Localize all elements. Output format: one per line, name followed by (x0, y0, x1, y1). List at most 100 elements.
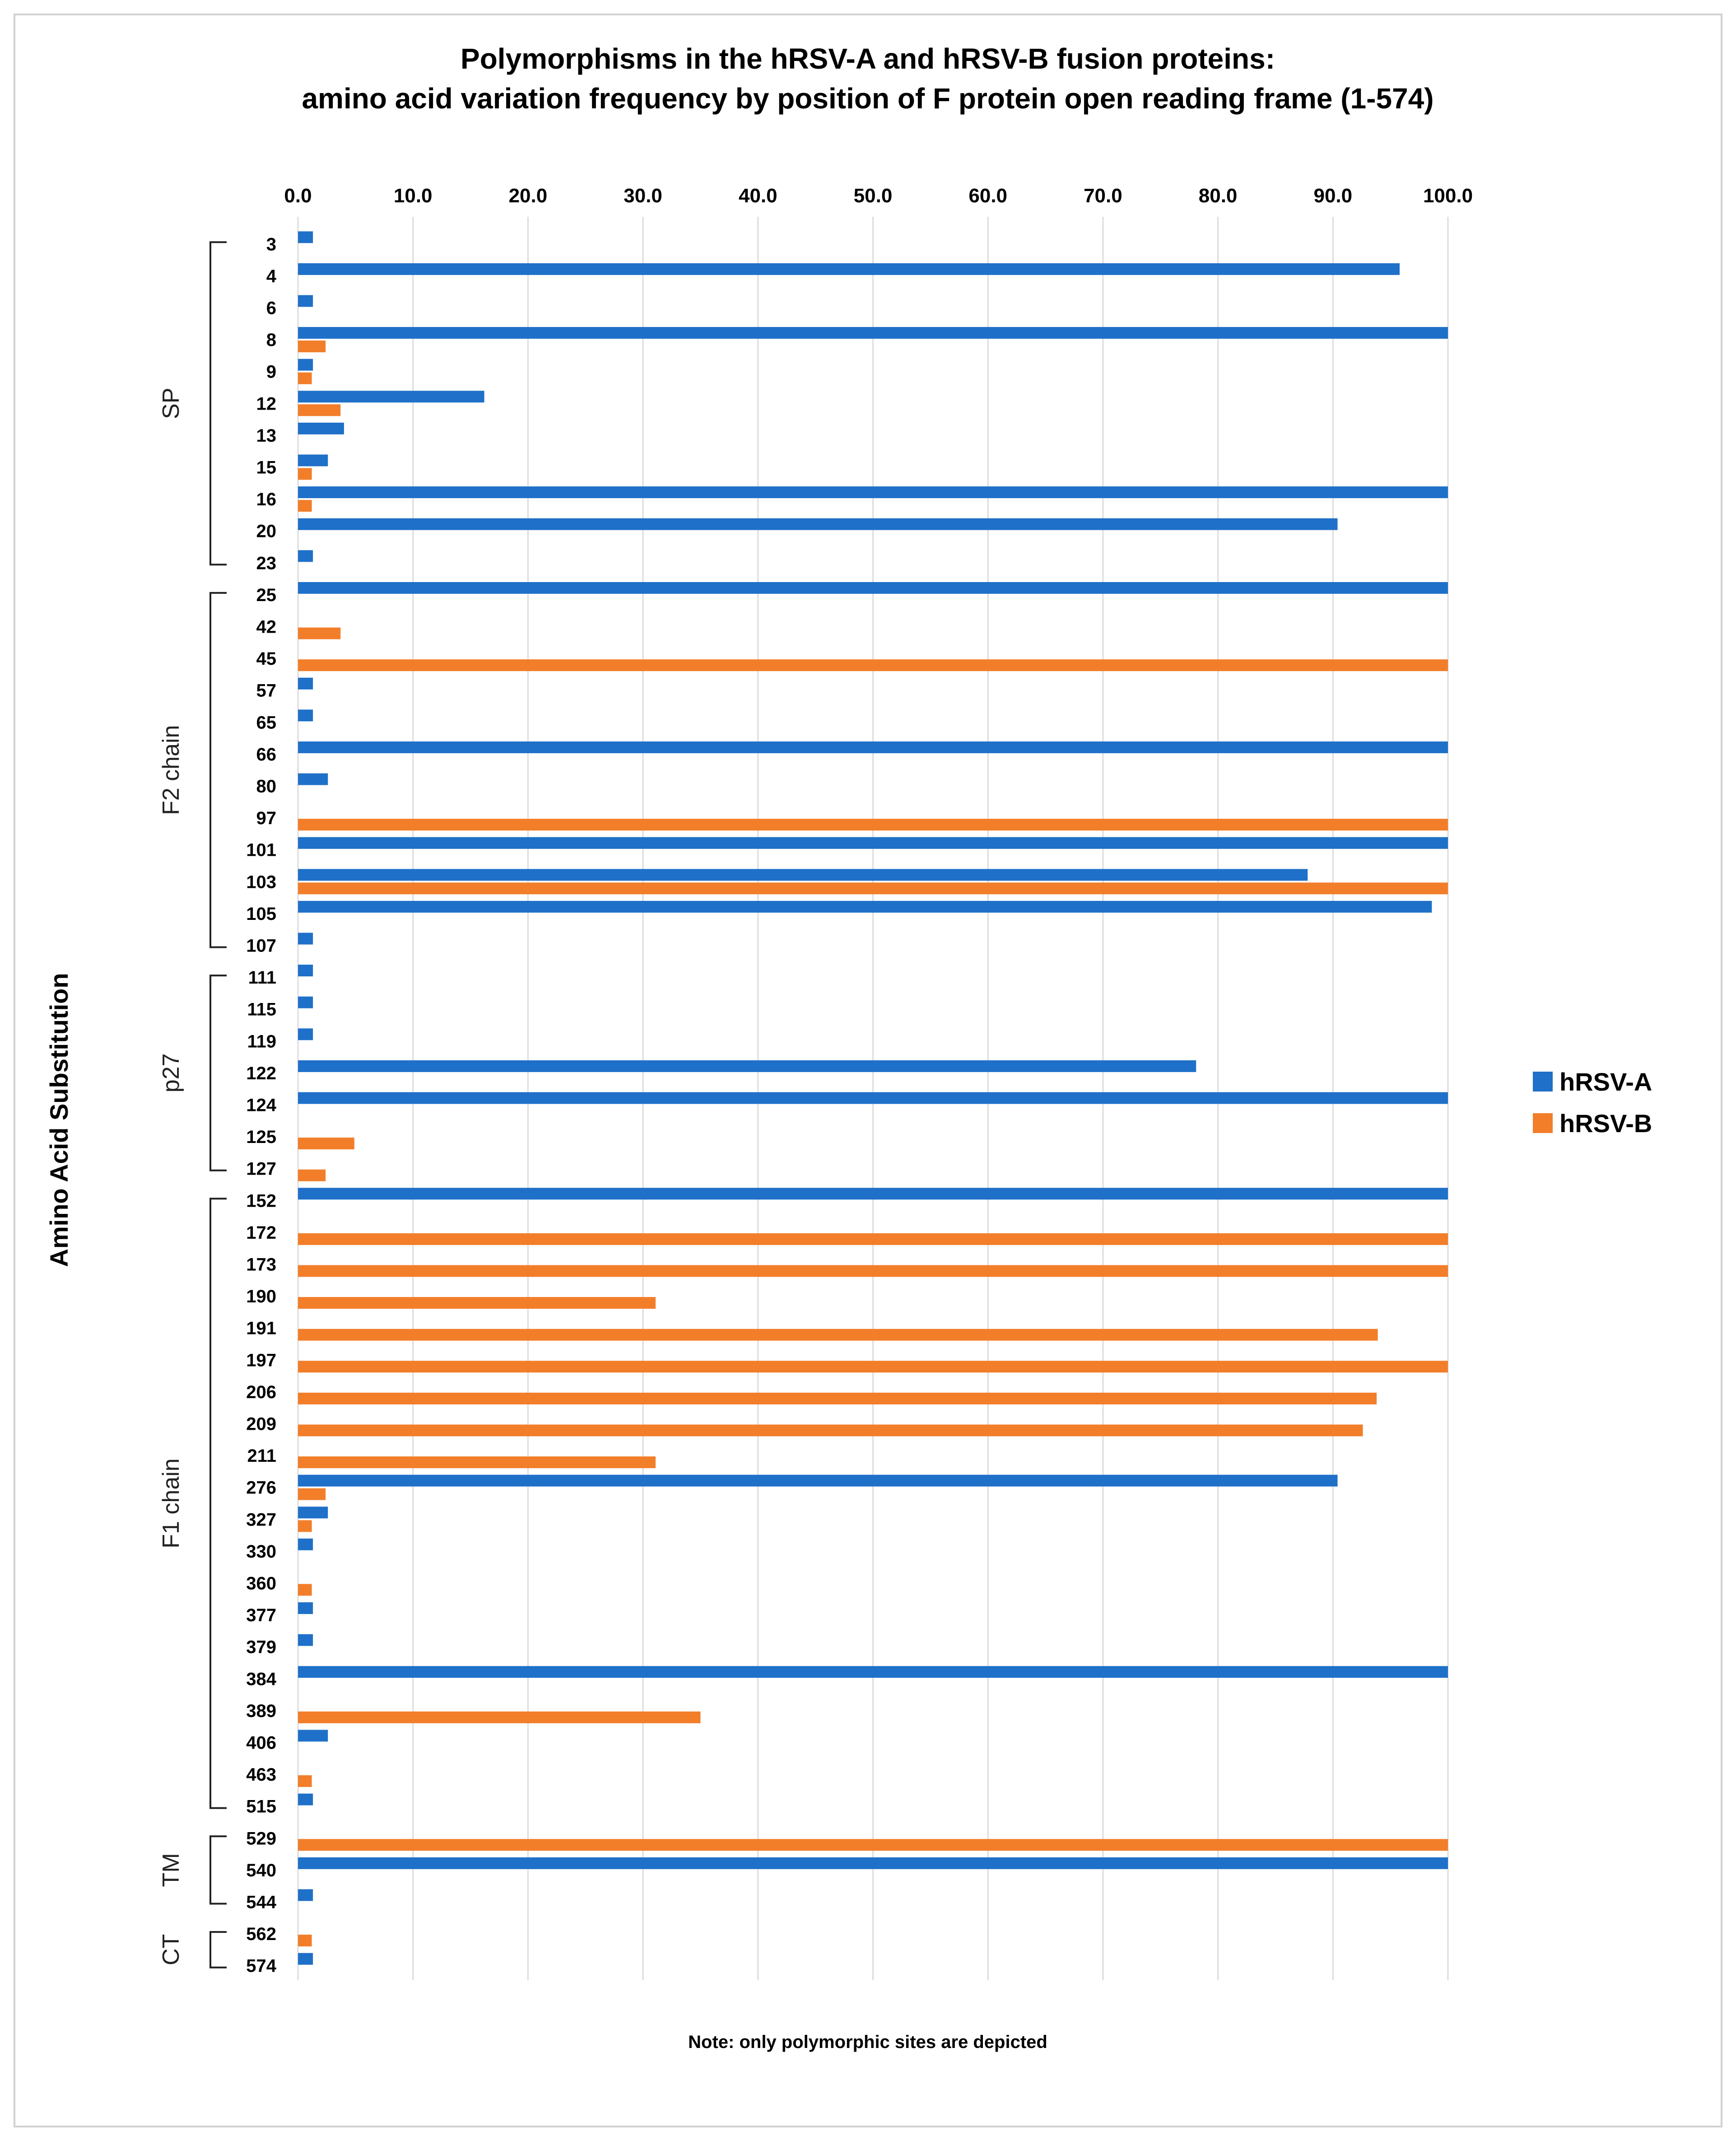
bar-hrsv-a (298, 1793, 313, 1805)
bar-hrsv-b (298, 819, 1448, 831)
category-label: 209 (246, 1414, 276, 1434)
bar-hrsv-a (298, 1060, 1196, 1072)
category-label: 173 (246, 1255, 276, 1275)
category-label: 127 (246, 1159, 276, 1179)
x-tick-label: 70.0 (1084, 185, 1122, 207)
bar-hrsv-a (298, 773, 328, 785)
x-tick-label: 50.0 (854, 185, 893, 207)
category-label: 406 (246, 1733, 276, 1753)
x-tick-label: 60.0 (968, 185, 1007, 207)
bar-hrsv-b (298, 1935, 312, 1947)
category-label: 45 (256, 649, 277, 669)
chart-frame (14, 14, 1722, 2127)
category-label: 105 (246, 904, 276, 924)
category-label: 197 (246, 1350, 276, 1370)
bar-hrsv-a (298, 1188, 1448, 1200)
category-label: 9 (266, 362, 276, 382)
region-label: p27 (158, 1054, 184, 1093)
bar-hrsv-a (298, 965, 313, 977)
category-label: 540 (246, 1861, 276, 1880)
bar-hrsv-b (298, 1775, 312, 1787)
bar-hrsv-a (298, 1730, 328, 1742)
bar-hrsv-a (298, 837, 1448, 849)
bar-hrsv-b (298, 1711, 701, 1723)
bar-hrsv-a (298, 900, 1432, 913)
bar-hrsv-b (298, 1265, 1448, 1277)
region-bracket (209, 975, 227, 1171)
region-bracket (209, 1931, 227, 1968)
category-label: 276 (246, 1478, 276, 1498)
bar-hrsv-a (298, 709, 313, 722)
bar-hrsv-a (298, 1634, 313, 1646)
bar-hrsv-b (298, 627, 341, 639)
category-label: 119 (247, 1031, 276, 1051)
category-label: 330 (246, 1542, 276, 1562)
bar-hrsv-b (298, 404, 341, 416)
bar-hrsv-a (298, 1889, 313, 1901)
chart-title: Polymorphisms in the hRSV-A and hRSV-B f… (461, 42, 1275, 75)
bar-hrsv-b (298, 468, 312, 480)
category-label: 4 (266, 266, 277, 286)
category-label: 529 (246, 1828, 276, 1848)
category-label: 15 (256, 458, 277, 478)
bar-hrsv-b (298, 659, 1448, 672)
bar-hrsv-b (298, 1233, 1448, 1245)
bar-hrsv-b (298, 372, 312, 384)
category-label: 152 (246, 1191, 276, 1211)
bar-hrsv-a (298, 454, 328, 466)
bar-hrsv-b (298, 1456, 656, 1469)
x-tick-label: 10.0 (394, 185, 433, 207)
category-label: 544 (246, 1893, 276, 1912)
region-bracket (209, 241, 227, 566)
region-label: SP (158, 388, 184, 419)
legend-swatch (1533, 1113, 1553, 1133)
category-label: 80 (256, 777, 277, 797)
category-label: 97 (256, 808, 277, 828)
category-label: 515 (246, 1797, 276, 1817)
category-label: 16 (256, 490, 277, 509)
category-label: 66 (256, 745, 277, 765)
x-tick-label: 40.0 (739, 185, 777, 207)
y-axis-label: Amino Acid Substitution (45, 973, 73, 1267)
region-bracket (209, 1198, 227, 1809)
bar-hrsv-b (298, 1424, 1363, 1437)
bar-hrsv-b (298, 500, 312, 512)
category-label: 25 (256, 585, 277, 605)
bar-hrsv-a (298, 1953, 313, 1965)
bar-hrsv-a (298, 1028, 313, 1040)
bar-hrsv-a (298, 327, 1448, 339)
region-bracket (209, 592, 227, 948)
region-label: F2 chain (158, 725, 184, 815)
bar-hrsv-a (298, 582, 1448, 594)
legend-label: hRSV-A (1559, 1068, 1652, 1096)
bar-hrsv-a (298, 518, 1338, 530)
category-label: 190 (246, 1287, 276, 1306)
category-label: 360 (246, 1574, 276, 1594)
x-tick-label: 100.0 (1423, 185, 1473, 207)
category-label: 23 (256, 553, 277, 573)
bar-hrsv-a (298, 231, 313, 243)
bar-hrsv-b (298, 882, 1448, 895)
bar-hrsv-b (298, 1520, 312, 1532)
bar-hrsv-b (298, 1138, 354, 1150)
bar-hrsv-b (298, 1839, 1448, 1851)
category-label: 111 (248, 968, 276, 988)
bar-hrsv-b (298, 1361, 1448, 1373)
category-label: 562 (246, 1924, 276, 1944)
category-label: 211 (247, 1446, 276, 1466)
region-label: F1 chain (158, 1458, 184, 1548)
category-label: 379 (246, 1637, 276, 1657)
category-label: 12 (256, 394, 277, 414)
category-label: 101 (246, 840, 276, 860)
bar-hrsv-a (298, 1474, 1338, 1487)
category-label: 8 (266, 330, 276, 350)
bar-hrsv-b (298, 1297, 656, 1309)
bar-hrsv-a (298, 869, 1308, 881)
bar-hrsv-b (298, 1169, 326, 1181)
bar-hrsv-a (298, 1538, 313, 1550)
category-label: 115 (247, 1000, 276, 1020)
category-label: 384 (246, 1669, 276, 1689)
bar-hrsv-a (298, 359, 313, 371)
category-label: 389 (246, 1701, 276, 1721)
